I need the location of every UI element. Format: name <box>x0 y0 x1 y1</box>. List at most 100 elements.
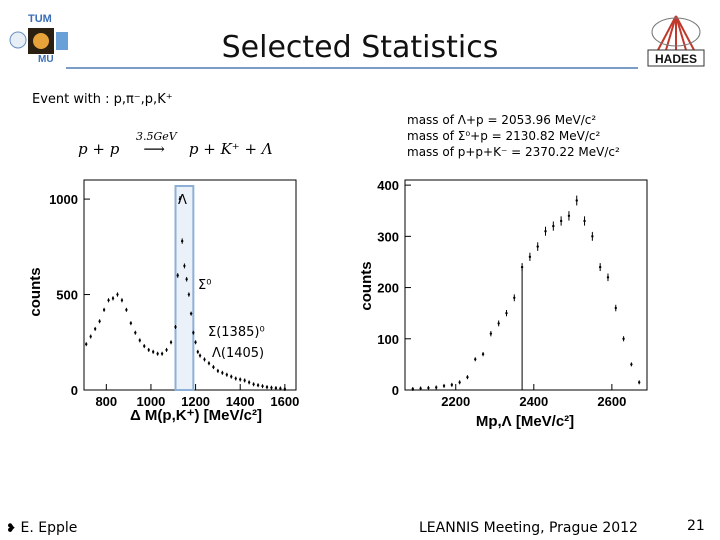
right-x-axis-label: Mp,Λ [MeV/c²] <box>476 413 574 430</box>
right-data-point <box>520 265 524 269</box>
mass-line-lambda-p: mass of Λ+p = 2053.96 MeV/c² <box>407 113 597 127</box>
right-data-point <box>637 381 641 384</box>
right-data-point <box>559 219 563 223</box>
lambda-selection-band <box>174 185 195 391</box>
mass-line-sigma-p: mass of Σ⁰+p = 2130.82 MeV/c² <box>407 129 601 143</box>
right-data-point <box>630 363 633 366</box>
lambda-annotation: Λ <box>178 193 187 208</box>
footer-author: ❥ E. Epple <box>6 520 77 536</box>
tum-mu-logo: TUM MU <box>8 10 72 65</box>
right-data-point <box>442 384 446 388</box>
left-data-point <box>203 358 206 361</box>
right-xtick-label: 2600 <box>597 394 626 409</box>
left-data-point <box>243 379 246 382</box>
tum-logo-text: TUM <box>28 13 52 25</box>
left-data-point <box>169 341 173 344</box>
left-data-point <box>230 375 233 378</box>
left-data-point <box>247 381 251 384</box>
right-data-point <box>505 311 508 315</box>
left-data-point <box>160 352 164 355</box>
left-y-axis-label: counts <box>27 267 44 316</box>
left-data-point <box>212 365 215 369</box>
left-data-point <box>265 385 269 389</box>
left-data-point <box>180 239 184 243</box>
left-data-point <box>93 327 97 331</box>
left-data-point <box>189 312 193 315</box>
author-name: E. Epple <box>20 520 78 536</box>
left-data-point <box>89 335 92 338</box>
left-data-point <box>196 350 200 354</box>
right-xtick-label: 2400 <box>519 394 548 409</box>
left-data-point <box>252 383 255 386</box>
right-data-point <box>528 255 532 259</box>
right-data-point <box>614 306 617 310</box>
lambda1405-annotation: Λ(1405) <box>212 346 265 361</box>
left-data-point <box>125 308 128 312</box>
left-data-point <box>283 387 287 391</box>
left-data-point <box>174 325 177 329</box>
page-number: 21 <box>687 518 705 534</box>
right-data-point <box>598 265 602 269</box>
left-data-point <box>102 308 106 312</box>
left-xtick-label: 1000 <box>136 394 165 409</box>
right-y-axis-label: counts <box>358 261 375 310</box>
right-ytick-label: 400 <box>377 178 399 193</box>
left-data-point <box>279 387 282 390</box>
left-ytick-label: 1000 <box>49 192 78 207</box>
title-underline <box>66 67 638 69</box>
reaction-arrow: ⟶ <box>143 140 165 158</box>
hades-logo: HADES <box>640 10 712 70</box>
hades-logo-text: HADES <box>655 52 697 66</box>
reaction-equation: p + p 3.5GeV ⟶ p + K⁺ + Λ <box>78 130 273 158</box>
left-data-point <box>120 299 124 302</box>
left-data-point <box>185 278 188 281</box>
left-data-point <box>198 354 202 357</box>
right-data-point <box>450 383 454 387</box>
right-data-point <box>458 381 461 384</box>
left-data-point <box>256 384 260 387</box>
left-data-point <box>176 274 179 277</box>
right-ytick-label: 200 <box>377 281 399 296</box>
left-data-point <box>147 348 150 352</box>
left-ytick-label: 500 <box>56 288 78 303</box>
left-data-point <box>111 297 115 300</box>
left-data-point <box>134 331 137 334</box>
left-x-axis-label: Δ M(p,K⁺) [MeV/c²] <box>130 407 262 424</box>
right-data-point <box>536 245 539 248</box>
right-data-point <box>474 358 477 361</box>
left-data-point <box>194 341 197 344</box>
right-data-point <box>552 224 555 228</box>
left-data-point <box>216 369 220 373</box>
right-data-point <box>466 375 469 379</box>
left-data-point <box>129 321 133 325</box>
left-xtick-label: 1200 <box>181 394 210 409</box>
left-xtick-label: 800 <box>95 394 117 409</box>
left-data-point <box>98 320 101 323</box>
left-data-point <box>270 386 273 389</box>
right-data-point <box>435 386 438 389</box>
sigma0-annotation: Σ⁰ <box>198 278 212 293</box>
left-data-point <box>156 352 159 355</box>
bullet-icon: ❥ <box>6 521 17 535</box>
right-ytick-label: 0 <box>392 383 399 398</box>
left-data-point <box>225 373 229 376</box>
right-data-point <box>489 332 493 335</box>
right-data-point <box>497 322 500 325</box>
left-data-point <box>107 299 110 302</box>
right-ytick-label: 100 <box>377 332 399 347</box>
slide-title: Selected Statistics <box>221 30 499 65</box>
mass-thresholds: mass of Λ+p = 2053.96 MeV/c² mass of Σ⁰+… <box>407 112 620 160</box>
right-data-point <box>513 296 516 300</box>
left-data-point <box>274 386 278 390</box>
right-data-point <box>591 235 594 238</box>
right-data-point <box>575 199 578 202</box>
left-data-point <box>85 342 88 346</box>
left-data-point <box>116 293 119 296</box>
left-data-point <box>143 344 146 348</box>
left-data-point <box>183 264 186 268</box>
sigma1385-annotation: Σ(1385)⁰ <box>208 325 265 340</box>
reaction-energy: 3.5GeV <box>136 130 177 143</box>
right-data-point <box>427 386 430 390</box>
right-plot-frame <box>404 179 648 391</box>
invariant-mass-plot: 0 100 200 300 400 2200 2400 2600 counts Mp,Λ [M… <box>358 178 648 430</box>
